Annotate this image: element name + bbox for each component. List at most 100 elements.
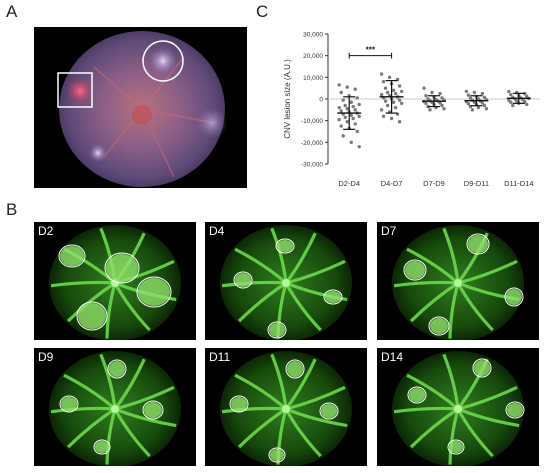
angiogram-label: D14 xyxy=(381,350,404,364)
data-point xyxy=(385,103,390,108)
data-point xyxy=(339,109,343,113)
lesion-outline xyxy=(275,238,295,254)
lesion-box xyxy=(57,72,93,108)
retinal-vessel xyxy=(114,385,175,411)
lesion-circle xyxy=(142,40,184,82)
retinal-vessel xyxy=(113,408,151,458)
data-point xyxy=(389,116,394,121)
data-point xyxy=(472,90,477,95)
retinal-vessel xyxy=(457,385,518,411)
data-point xyxy=(482,95,487,99)
data-point xyxy=(355,129,359,134)
cnv-lesion xyxy=(106,254,138,282)
cnv-lesion xyxy=(60,246,84,266)
data-point xyxy=(337,105,341,110)
data-point xyxy=(383,86,388,90)
lesion-outline xyxy=(107,359,127,379)
data-point xyxy=(349,113,353,117)
data-point xyxy=(509,100,513,104)
retinal-vessel xyxy=(456,408,494,458)
data-point xyxy=(343,115,347,120)
cnv-lesion xyxy=(287,361,303,377)
cnv-lesion xyxy=(235,273,251,287)
data-point xyxy=(351,116,355,121)
laser-spot-circled xyxy=(149,47,177,75)
x-tick-label: D2-D4 xyxy=(338,179,360,188)
y-tick-label: -10,000 xyxy=(301,118,323,125)
lesion-outline xyxy=(58,244,86,268)
data-point xyxy=(480,101,485,105)
optic-disc xyxy=(282,279,290,287)
y-tick-label: 10,000 xyxy=(303,75,323,82)
retinal-vessel xyxy=(237,281,287,323)
lesion-outline xyxy=(285,359,305,379)
optic-nerve-head xyxy=(132,105,152,125)
data-point xyxy=(345,120,349,124)
angiogram-d11: D11 xyxy=(205,348,367,466)
angiogram-label: D7 xyxy=(381,224,397,238)
angiogram-d7: D7 xyxy=(377,222,539,340)
data-point xyxy=(466,102,471,106)
retinal-vessel xyxy=(234,247,288,285)
retinal-vessel xyxy=(50,280,116,288)
retinal-vessel xyxy=(113,358,146,410)
lesion-outline xyxy=(104,252,140,284)
retinal-vessel xyxy=(285,385,346,411)
data-point xyxy=(341,98,345,102)
laser-spot-boxed xyxy=(66,77,94,105)
optic-disc xyxy=(454,405,462,413)
optic-disc xyxy=(282,405,290,413)
retinal-vessel xyxy=(63,373,117,411)
retinal-vessel xyxy=(393,280,459,288)
lesion-outline xyxy=(428,316,450,336)
data-point xyxy=(480,91,485,96)
data-point xyxy=(357,144,361,149)
data-point xyxy=(345,107,349,111)
angiogram-graphic xyxy=(392,351,525,466)
y-tick-label: 20,000 xyxy=(303,53,323,60)
x-tick-label: D9-D11 xyxy=(464,179,489,188)
x-tick-label: D7-D9 xyxy=(423,179,445,188)
cnv-lesion xyxy=(325,291,341,303)
lesion-outline xyxy=(505,401,525,419)
data-point xyxy=(337,83,341,87)
retinal-vessel xyxy=(456,282,494,332)
data-point xyxy=(343,103,347,108)
data-point xyxy=(381,79,386,84)
data-point xyxy=(523,99,527,104)
data-point xyxy=(509,92,513,97)
angiogram-label: D2 xyxy=(38,224,54,238)
angiogram-graphic xyxy=(220,225,352,340)
lesion-outline xyxy=(233,271,253,289)
data-point xyxy=(397,84,402,88)
cnv-lesion xyxy=(405,261,425,279)
lesion-outline xyxy=(76,301,108,331)
retinal-vessel xyxy=(221,406,287,414)
data-point xyxy=(391,100,396,104)
data-point xyxy=(357,114,361,119)
data-point xyxy=(383,99,388,103)
retinal-vessel xyxy=(285,259,346,285)
data-point xyxy=(464,89,469,94)
cnv-lesion xyxy=(231,397,247,411)
retinal-vessel xyxy=(99,353,117,410)
cnv-lesion xyxy=(277,240,293,252)
cnv-lesion xyxy=(61,397,77,411)
retinal-vessel xyxy=(113,282,151,332)
retinal-vessel xyxy=(457,259,518,285)
data-point xyxy=(341,134,345,138)
retinal-vessel xyxy=(409,407,459,449)
retinal-vessel xyxy=(284,358,317,410)
data-point xyxy=(339,90,343,95)
lesion-outline xyxy=(403,259,427,281)
retinal-vessel xyxy=(285,407,348,428)
laser-spot xyxy=(89,144,107,162)
data-point xyxy=(381,114,386,119)
angiogram-label: D4 xyxy=(209,224,225,238)
data-point xyxy=(430,90,434,95)
angiogram-label: D11 xyxy=(209,350,231,364)
retinal-vessel xyxy=(457,407,520,428)
angiogram-graphic xyxy=(49,351,181,466)
data-point xyxy=(507,89,511,94)
y-tick-label: -30,000 xyxy=(301,162,323,169)
